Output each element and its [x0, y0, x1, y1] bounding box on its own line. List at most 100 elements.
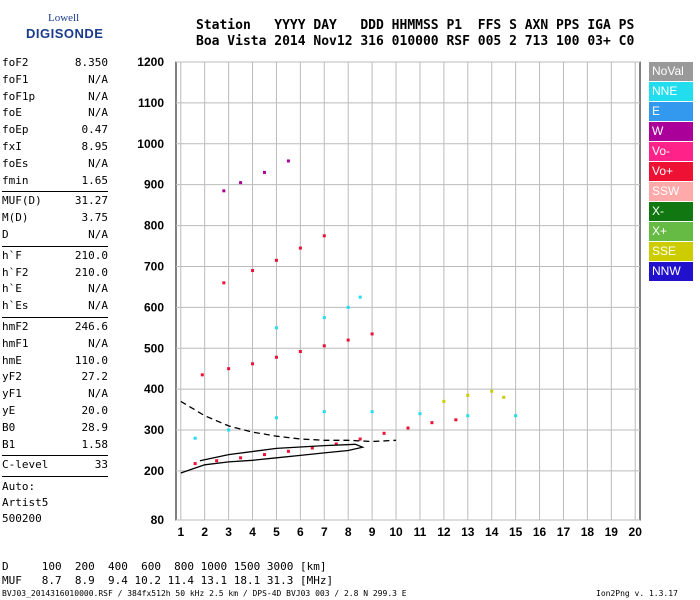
version-label: Ion2Png v. 1.3.17 — [596, 589, 678, 598]
param-row: fxI 8.95 — [2, 140, 108, 157]
param-name: yE — [2, 403, 16, 417]
y-tick-label: 800 — [144, 219, 164, 233]
param-row: hmE 110.0 — [2, 354, 108, 371]
x-tick-label: 10 — [389, 525, 403, 539]
data-point — [322, 410, 326, 414]
y-tick-label: 80 — [151, 513, 165, 527]
param-row: yF1 N/A — [2, 387, 108, 404]
param-value: 3.75 — [81, 211, 109, 225]
autoscaling-line: Artist5 — [2, 496, 49, 510]
data-point — [430, 421, 434, 425]
data-point — [239, 181, 243, 185]
data-point — [193, 436, 197, 440]
param-name: MUF(D) — [2, 194, 42, 208]
data-point — [262, 170, 266, 174]
data-point — [346, 305, 350, 309]
x-tick-label: 13 — [461, 525, 475, 539]
data-point — [358, 295, 362, 299]
data-point — [251, 269, 255, 273]
param-value: N/A — [88, 156, 108, 170]
legend-item-x-: X+ — [649, 222, 693, 241]
param-row: foF1 N/A — [2, 73, 108, 90]
param-row: M(D) 3.75 — [2, 211, 108, 228]
data-point — [334, 442, 338, 446]
data-point — [310, 446, 314, 450]
x-tick-label: 6 — [297, 525, 304, 539]
y-tick-label: 900 — [144, 178, 164, 192]
x-tick-label: 4 — [249, 525, 256, 539]
data-point — [286, 449, 290, 453]
x-tick-label: 20 — [629, 525, 643, 539]
param-name: hmF2 — [2, 319, 29, 333]
param-value: 210.0 — [74, 265, 108, 279]
legend-item-nnw: NNW — [649, 262, 693, 281]
param-value: 27.2 — [81, 370, 109, 384]
param-value: 31.27 — [74, 194, 108, 208]
x-tick-label: 15 — [509, 525, 523, 539]
y-tick-label: 1200 — [137, 55, 164, 69]
param-row: h`F 210.0 — [2, 249, 108, 266]
param-row: hmF2 246.6 — [2, 320, 108, 337]
data-point — [466, 414, 470, 418]
param-name: foE — [2, 106, 22, 120]
legend-item-nne: NNE — [649, 82, 693, 101]
param-row: hmF1 N/A — [2, 337, 108, 354]
param-name: D — [2, 227, 9, 241]
legend-item-e: E — [649, 102, 693, 121]
header-line2: Boa Vista 2014 Nov12 316 010000 RSF 005 … — [196, 34, 635, 49]
param-name: B0 — [2, 420, 16, 434]
data-point — [262, 453, 266, 457]
data-point — [274, 326, 278, 330]
file-info: BVJ03_2014316010000.RSF / 384fx512h 50 k… — [2, 589, 407, 598]
data-point — [322, 234, 326, 238]
param-value: 20.0 — [81, 403, 109, 417]
param-row: yF2 27.2 — [2, 370, 108, 387]
data-point — [442, 399, 446, 403]
param-name: foEs — [2, 156, 29, 170]
param-row: foF1p N/A — [2, 90, 108, 107]
param-value: N/A — [88, 336, 108, 350]
param-value: N/A — [88, 89, 108, 103]
d-line: D 100 200 400 600 800 1000 1500 3000 [km… — [2, 560, 327, 573]
data-point — [227, 367, 231, 371]
data-point — [358, 437, 362, 441]
param-value: 246.6 — [74, 319, 108, 333]
x-tick-label: 12 — [437, 525, 451, 539]
header-line1: Station YYYY DAY DDD HHMMSS P1 FFS S AXN… — [196, 18, 635, 33]
param-value: N/A — [88, 72, 108, 86]
x-tick-label: 18 — [581, 525, 595, 539]
param-row: yE 20.0 — [2, 404, 108, 421]
param-name: yF1 — [2, 387, 22, 401]
param-name: h`F — [2, 248, 22, 262]
param-name: C-level — [2, 458, 49, 472]
data-point — [222, 189, 226, 193]
x-tick-label: 19 — [605, 525, 619, 539]
y-tick-label: 1100 — [138, 96, 164, 110]
param-row: foEp 0.47 — [2, 123, 108, 140]
data-point — [227, 428, 231, 432]
y-tick-label: 700 — [144, 259, 164, 273]
param-row: foE N/A — [2, 106, 108, 123]
data-point — [382, 431, 386, 435]
param-value: 33 — [94, 458, 108, 472]
x-tick-label: 14 — [485, 525, 499, 539]
y-tick-label: 200 — [144, 464, 164, 478]
x-tick-label: 17 — [557, 525, 571, 539]
param-name: hmE — [2, 353, 22, 367]
x-tick-label: 2 — [201, 525, 208, 539]
param-name: foEp — [2, 123, 29, 137]
param-row: h`F2 210.0 — [2, 266, 108, 283]
x-tick-label: 9 — [369, 525, 376, 539]
x-tick-label: 16 — [533, 525, 547, 539]
muf-line: MUF 8.7 8.9 9.4 10.2 11.4 13.1 18.1 31.3… — [2, 574, 334, 587]
param-value: N/A — [88, 299, 108, 313]
data-point — [200, 373, 204, 377]
param-value: N/A — [88, 387, 108, 401]
param-row: foF2 8.350 — [2, 56, 108, 73]
param-row: h`E N/A — [2, 282, 108, 299]
logo-line1: Lowell — [48, 12, 80, 24]
param-name: M(D) — [2, 211, 29, 225]
param-name: foF2 — [2, 56, 29, 69]
legend-item-vo-: Vo- — [649, 142, 693, 161]
